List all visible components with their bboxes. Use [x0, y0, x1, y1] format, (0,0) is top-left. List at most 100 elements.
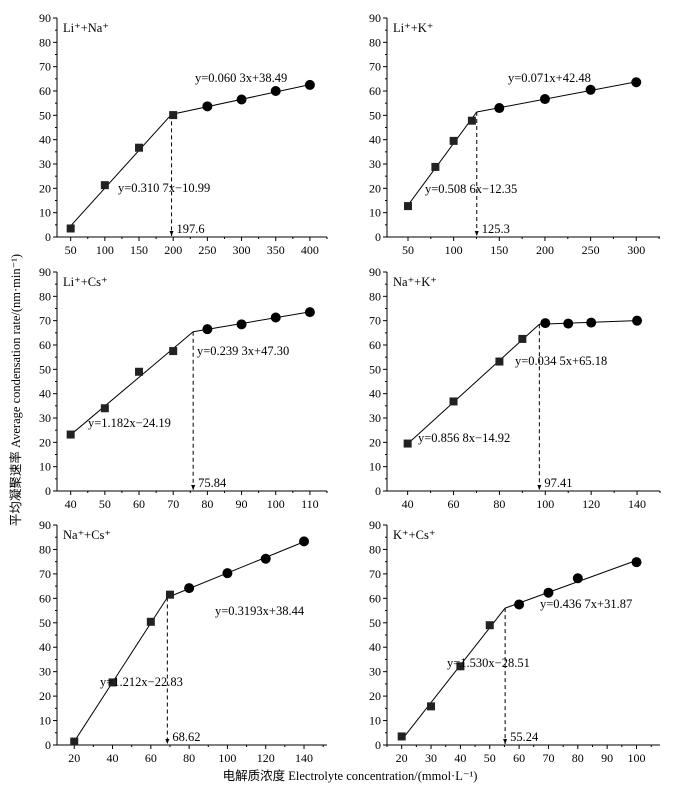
breakpoint-arrow: [537, 485, 542, 490]
panel-1: 0 10 20 30 40 50 60 70 80 90 50 100 150 200 250 300 350 4…: [39, 11, 328, 257]
y-tick-label: 90: [369, 11, 381, 25]
x-tick-label: 100: [96, 243, 114, 257]
square-point: [404, 202, 412, 211]
fit-equation-1: y=1.182x−24.19: [88, 416, 171, 430]
y-tick-label: 10: [369, 460, 381, 474]
x-tick-label: 250: [582, 243, 600, 257]
circle-point: [631, 77, 642, 88]
y-tick-label: 30: [39, 157, 51, 171]
square-point: [456, 662, 465, 671]
fit-line-1: [70, 114, 172, 227]
x-tick-label: 80: [572, 751, 584, 765]
fit-equation-1: y=0.508 6x−12.35: [425, 182, 517, 196]
y-tick-label: 70: [369, 60, 381, 74]
y-tick-label: 30: [39, 411, 51, 425]
y-tick-label: 80: [39, 289, 51, 303]
fit-line-2: [504, 559, 637, 609]
x-tick-label: 300: [233, 243, 251, 257]
breakpoint-label: 97.41: [544, 476, 572, 490]
x-tick-label: 120: [582, 497, 600, 511]
panel-5: 0 10 20 30 40 50 60 70 80 90 20 40 60 80 100 120 140 Na⁺+…: [39, 518, 327, 765]
x-tick-label: 40: [107, 751, 119, 765]
breakpoint-arrow: [191, 485, 196, 490]
y-tick-label: 0: [45, 484, 51, 498]
square-point: [169, 111, 178, 120]
circle-point: [540, 318, 551, 329]
fit-line-1: [407, 111, 478, 206]
square-point: [146, 617, 155, 626]
breakpoint-arrow: [474, 231, 479, 236]
x-tick-label: 150: [490, 243, 508, 257]
x-tick-label: 40: [402, 497, 414, 511]
y-tick-label: 80: [39, 542, 51, 556]
x-tick-label: 120: [257, 751, 275, 765]
circle-point: [270, 86, 281, 96]
fit-equation-2: y=0.034 5x+65.18: [515, 354, 607, 368]
y-tick-label: 30: [369, 411, 381, 425]
square-point: [467, 116, 476, 125]
breakpoint-label: 197.6: [177, 222, 205, 236]
circle-point: [563, 318, 574, 329]
x-tick-label: 80: [493, 497, 505, 511]
x-tick-label: 20: [396, 751, 408, 765]
fit-equation-2: y=0.060 3x+38.49: [195, 71, 287, 85]
y-tick-label: 20: [369, 181, 381, 195]
panel-title: K⁺+Cs⁺: [393, 528, 435, 542]
x-tick-label: 200: [164, 243, 182, 257]
breakpoint-label: 68.62: [172, 730, 200, 744]
x-tick-label: 100: [628, 751, 646, 765]
y-axis-label: 平均凝聚速率 Average condensation rate/(nm·min…: [8, 254, 23, 526]
fit-equation-1: y=0.856 8x−14.92: [418, 431, 510, 445]
square-point: [66, 430, 75, 439]
square-point: [518, 334, 527, 343]
y-tick-label: 40: [39, 133, 51, 147]
y-tick-label: 50: [39, 108, 51, 122]
y-tick-label: 60: [39, 591, 51, 605]
y-tick-label: 90: [39, 518, 51, 532]
x-tick-label: 40: [454, 751, 466, 765]
fit-equation-2: y=0.071x+42.48: [508, 71, 591, 85]
x-tick-label: 100: [536, 497, 554, 511]
y-tick-label: 10: [39, 460, 51, 474]
circle-point: [304, 307, 315, 318]
circle-point: [236, 94, 247, 105]
x-tick-label: 90: [601, 751, 613, 765]
y-tick-label: 70: [39, 567, 51, 581]
y-tick-label: 50: [39, 616, 51, 630]
panel-title: Li⁺+Cs⁺: [63, 275, 108, 289]
x-tick-label: 20: [68, 751, 80, 765]
y-tick-label: 30: [369, 665, 381, 679]
square-point: [135, 143, 144, 152]
square-point: [165, 590, 174, 599]
y-tick-label: 20: [39, 689, 51, 703]
x-tick-label: 50: [99, 497, 111, 511]
breakpoint-label: 125.3: [482, 222, 510, 236]
panel-4: 0 10 20 30 40 50 60 70 80 90 40 60 80 100 120 140 Na⁺+K⁺…: [369, 265, 661, 511]
circle-point: [270, 312, 281, 323]
x-tick-label: 80: [201, 497, 213, 511]
x-tick-label: 30: [425, 751, 437, 765]
x-tick-label: 100: [218, 751, 236, 765]
y-tick-label: 40: [39, 387, 51, 401]
y-tick-label: 50: [369, 616, 381, 630]
x-tick-label: 80: [183, 751, 195, 765]
square-point: [449, 136, 458, 145]
x-tick-label: 300: [627, 243, 645, 257]
x-tick-label: 350: [267, 243, 285, 257]
circle-point: [539, 94, 550, 105]
breakpoint-label: 75.84: [198, 476, 227, 490]
circle-point: [299, 536, 310, 547]
square-point: [427, 702, 436, 711]
x-axis-label: 电解质浓度 Electrolyte concentration/(mmol·L⁻…: [223, 768, 478, 783]
square-point: [403, 439, 412, 448]
x-tick-label: 140: [628, 497, 646, 511]
x-tick-label: 60: [145, 751, 157, 765]
x-tick-label: 60: [513, 751, 525, 765]
y-tick-label: 30: [369, 157, 381, 171]
y-tick-label: 60: [369, 338, 381, 352]
x-tick-label: 100: [445, 243, 463, 257]
circle-point: [572, 573, 583, 584]
square-point: [495, 357, 504, 366]
x-tick-label: 110: [301, 497, 319, 511]
fit-equation-2: y=0.436 7x+31.87: [540, 597, 632, 611]
